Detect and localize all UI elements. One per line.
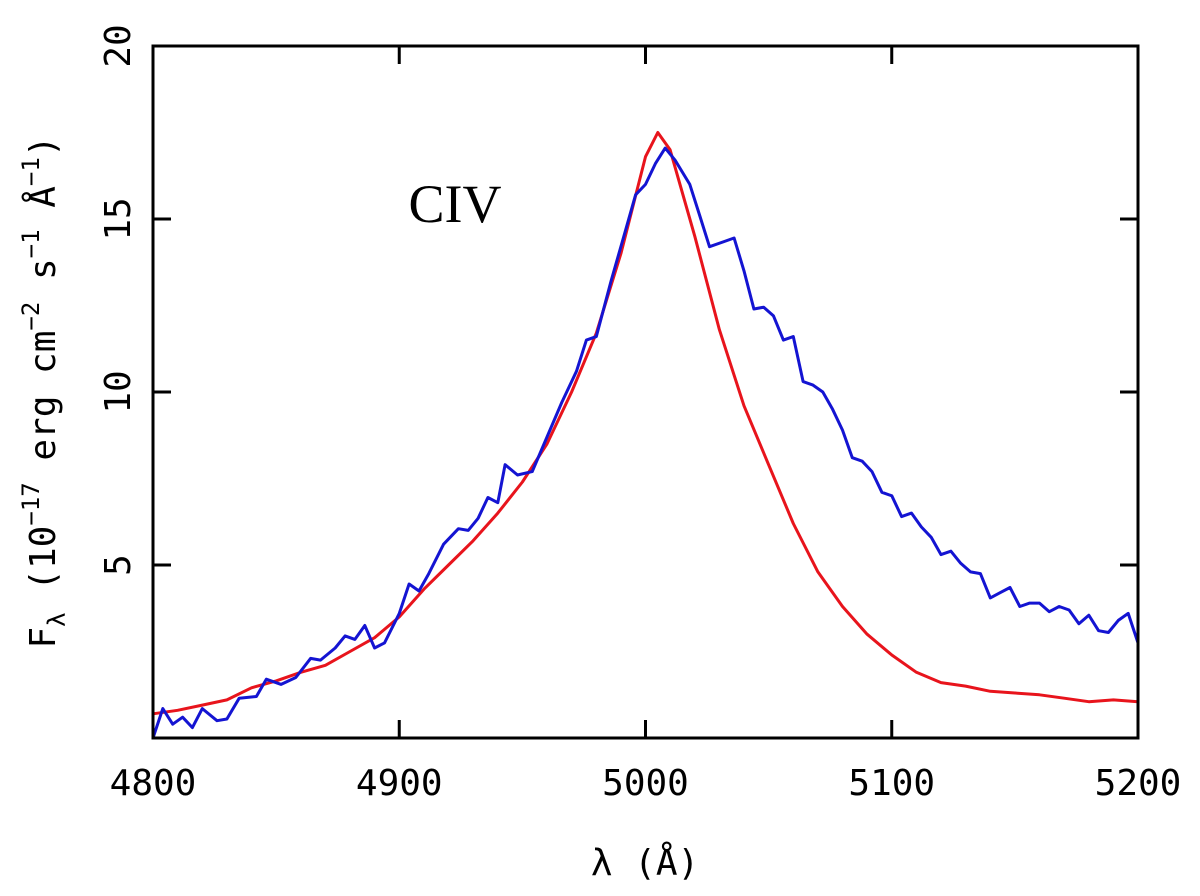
x-axis-label: λ (Å): [591, 841, 699, 884]
y-label-part: erg cm: [23, 331, 64, 483]
y-tick-label: 15: [98, 197, 139, 240]
x-tick-label: 4900: [356, 763, 443, 804]
x-tick-label: 4800: [110, 763, 197, 804]
y-label-part: −1: [17, 157, 45, 186]
y-label-part: F: [23, 627, 64, 649]
y-label-part: −2: [17, 302, 45, 331]
y-label-part: λ: [43, 612, 71, 626]
y-tick-label: 5: [98, 554, 139, 576]
plot-frame: [151, 44, 1140, 740]
annotation: CIV: [409, 174, 502, 234]
y-label-part: (10: [23, 526, 64, 613]
y-label-part: s: [23, 258, 64, 301]
y-label-part: Å: [21, 186, 64, 230]
y-tick-label: 20: [98, 24, 139, 67]
data-line: [151, 146, 1140, 739]
data-line: [152, 131, 1139, 716]
y-tick-label: 10: [98, 370, 139, 413]
x-tick-label: 5000: [602, 763, 689, 804]
x-tick-label: 5200: [1095, 763, 1182, 804]
y-label-part: −17: [17, 482, 45, 525]
y-axis-label: Fλ (10−17 erg cm−2 s−1 Å−1): [17, 135, 71, 648]
y-label-part: −1: [17, 229, 45, 258]
x-tick-label: 5100: [848, 763, 935, 804]
y-label-part: ): [23, 135, 64, 157]
